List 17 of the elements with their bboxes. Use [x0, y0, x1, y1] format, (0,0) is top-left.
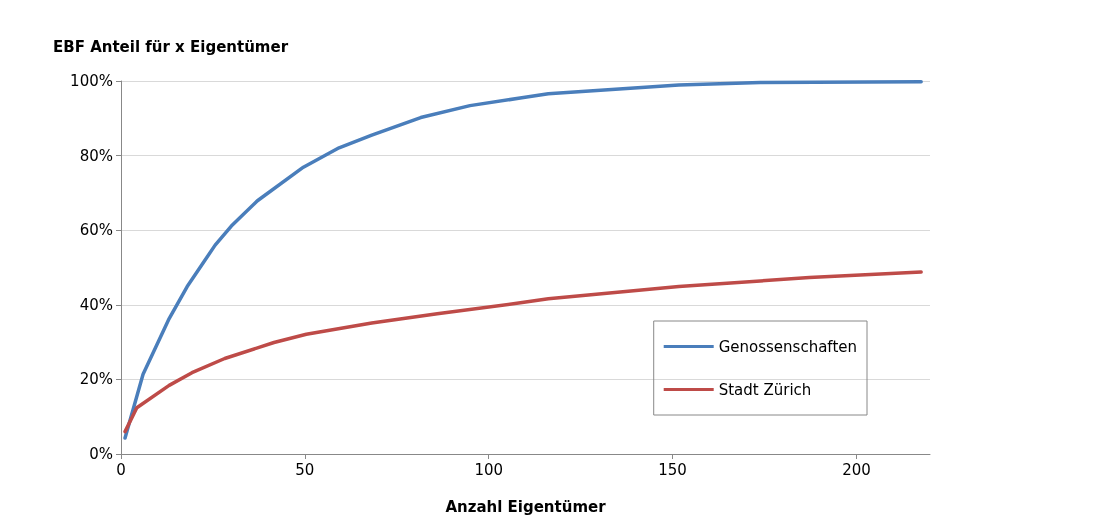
line-series	[123, 80, 923, 440]
x-tick-label: 50	[295, 460, 315, 479]
y-tick-label: 60%	[79, 221, 113, 240]
y-tick-label: 100%	[70, 72, 113, 90]
y-tick-label: 0%	[89, 445, 113, 463]
y-tick-label: 40%	[79, 295, 113, 314]
y-tick-label: 20%	[79, 370, 113, 389]
x-axis-title: Anzahl Eigentümer	[445, 497, 607, 516]
x-tick-label: 150	[658, 460, 687, 479]
x-tick-label: 100	[474, 460, 504, 479]
line-series	[123, 270, 923, 434]
legend-label: Genossenschaften	[718, 337, 857, 356]
x-tick-label: 200	[842, 460, 871, 479]
y-tick-label: 80%	[79, 146, 113, 165]
x-tick-label: 0	[116, 460, 126, 479]
chart-title: EBF Anteil für x Eigentümer	[53, 37, 289, 56]
legend-label: Stadt Zürich	[718, 380, 812, 399]
